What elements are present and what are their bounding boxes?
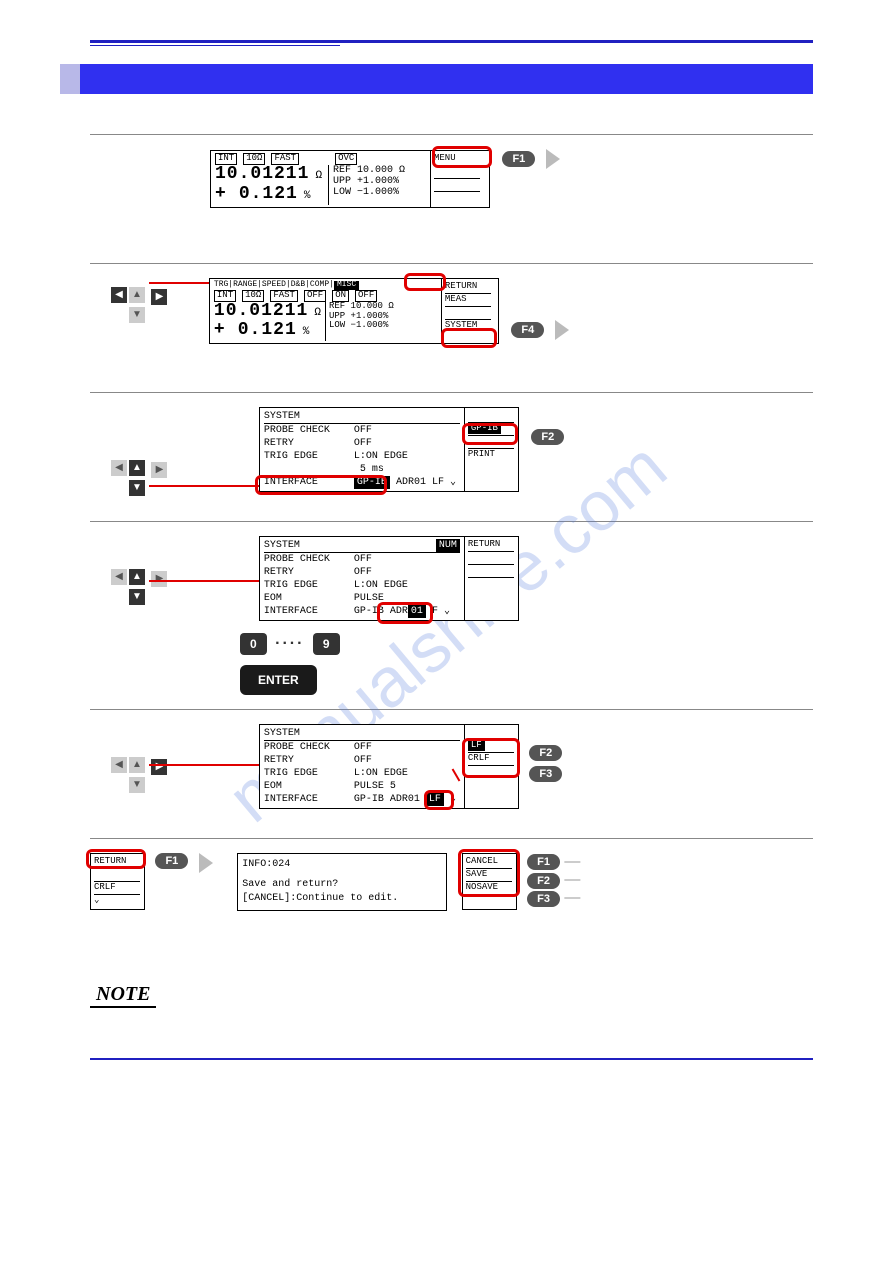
- red-line-5a: [149, 764, 259, 766]
- dots-icon: ····: [275, 635, 304, 653]
- red-line-3: [149, 485, 259, 487]
- nav-arrows-5[interactable]: ◀▲ ▼ ▶: [110, 754, 168, 794]
- key-9[interactable]: 9: [313, 633, 340, 655]
- arrow-icon: [555, 320, 569, 340]
- section-bar: [80, 64, 813, 94]
- side-lf[interactable]: LF: [468, 740, 514, 753]
- lcd-5: SYSTEM PROBE CHECKOFF RETRYOFF TRIG EDGE…: [259, 724, 519, 809]
- step-4: ◀▲ ▼ ▶ SYSTEMNUM PROBE CHECKOFF RETRYOFF…: [90, 536, 813, 695]
- side-nosave[interactable]: NOSAVE: [466, 882, 512, 895]
- f3-button[interactable]: F3: [529, 766, 562, 782]
- box-ovc: OVC: [335, 153, 357, 165]
- step-1: INT 10Ω FAST OVC 10.01211 Ω + 0.121 % RE…: [90, 149, 813, 249]
- side-return[interactable]: RETURN: [94, 856, 140, 869]
- arrow-icon: [199, 853, 213, 873]
- side-menu[interactable]: MENU: [434, 153, 480, 166]
- main-value: 10.01211: [215, 164, 309, 184]
- step-2: ◀▲ ▼ ▶ TRG|RANGE|SPEED|D&B|COMP|MISC INT…: [90, 278, 813, 378]
- dialog-box: INFO:024 Save and return? [CANCEL]:Conti…: [237, 853, 447, 911]
- top-rule-2: [90, 45, 340, 46]
- lcd-1: INT 10Ω FAST OVC 10.01211 Ω + 0.121 % RE…: [210, 150, 490, 207]
- lcd-6-left: RETURN CRLF ⌄: [90, 853, 145, 910]
- note-label: NOTE: [90, 983, 156, 1008]
- key-0[interactable]: 0: [240, 633, 267, 655]
- side-save[interactable]: SAVE: [466, 869, 512, 882]
- lcd-2: TRG|RANGE|SPEED|D&B|COMP|MISC INT 10Ω FA…: [209, 278, 499, 344]
- arrow-icon: [546, 149, 560, 169]
- lcd-3: SYSTEM PROBE CHECKOFF RETRYOFF TRIG EDGE…: [259, 407, 519, 492]
- f2-button[interactable]: F2: [527, 873, 560, 889]
- step-5: ◀▲ ▼ ▶ SYSTEM PROBE CHECKOFF RETRYOFF TR…: [90, 724, 813, 824]
- f3-button[interactable]: F3: [527, 891, 560, 907]
- red-line-4: [149, 580, 259, 582]
- f2-button[interactable]: F2: [529, 745, 562, 761]
- top-rule-1: [90, 40, 813, 43]
- red-line-2: [149, 282, 209, 284]
- f1-button[interactable]: F1: [527, 854, 560, 870]
- nav-arrows-2[interactable]: ◀▲ ▼ ▶: [110, 284, 168, 324]
- lcd-6-right: CANCEL SAVE NOSAVE: [462, 853, 517, 910]
- f1-button[interactable]: F1: [155, 853, 188, 869]
- side-gpib[interactable]: GP-IB: [468, 423, 514, 436]
- enter-key[interactable]: ENTER: [240, 665, 317, 695]
- nav-arrows-3[interactable]: ◀▲ ▼ ▶: [110, 457, 168, 497]
- f1-button[interactable]: F1: [502, 151, 535, 167]
- footer-rule: [90, 1058, 813, 1060]
- side-crlf[interactable]: CRLF: [468, 753, 514, 766]
- lcd-4: SYSTEMNUM PROBE CHECKOFF RETRYOFF TRIG E…: [259, 536, 519, 621]
- f4-button[interactable]: F4: [511, 322, 544, 338]
- side-system[interactable]: SYSTEM: [445, 320, 491, 332]
- side-cancel[interactable]: CANCEL: [466, 856, 512, 869]
- nav-arrows-4[interactable]: ◀▲ ▼ ▶: [110, 566, 168, 606]
- step-3: ◀▲ ▼ ▶ SYSTEM PROBE CHECKOFF RETRYOFF TR…: [90, 407, 813, 507]
- f2-button[interactable]: F2: [531, 429, 564, 445]
- step-6: RETURN CRLF ⌄ F1 INFO:024 Save and retur…: [90, 853, 813, 953]
